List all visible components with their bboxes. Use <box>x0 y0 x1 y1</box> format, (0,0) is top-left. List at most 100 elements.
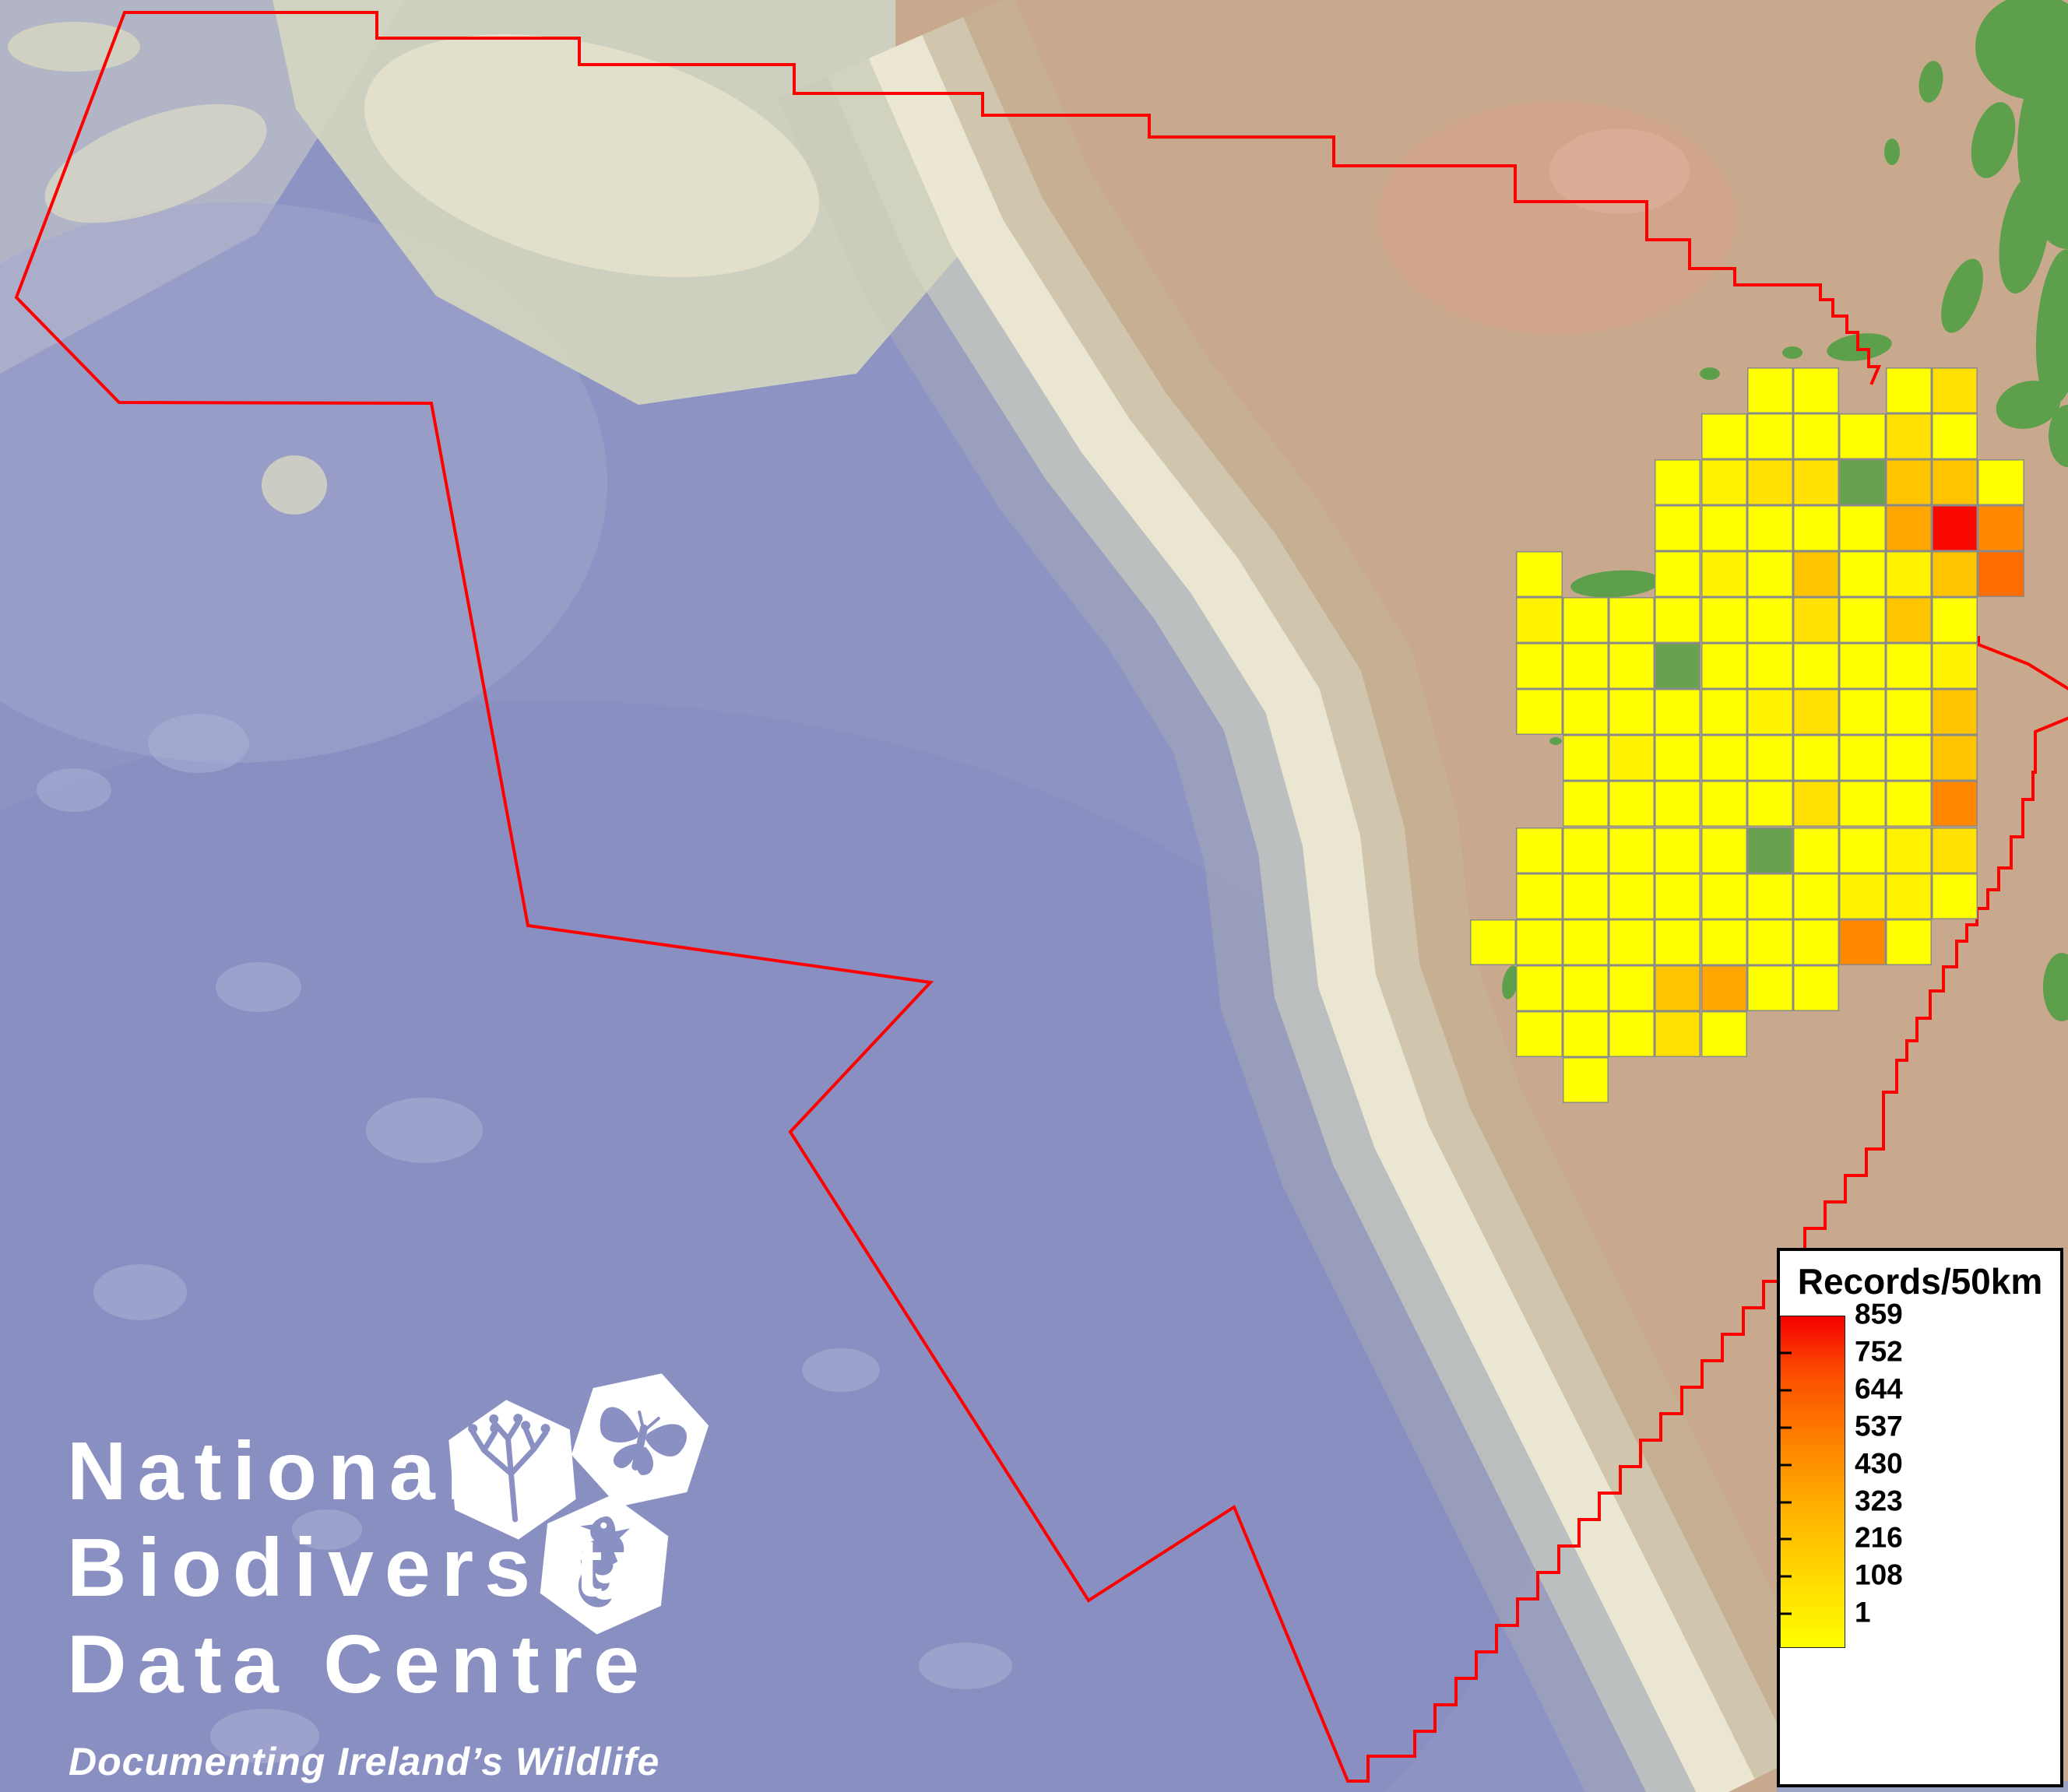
legend-value: 216 <box>1855 1521 1903 1554</box>
record-density-cell <box>1562 827 1609 873</box>
record-density-cell <box>1839 505 1886 552</box>
record-density-cell <box>1793 367 1840 414</box>
record-density-cell <box>1655 551 1701 598</box>
record-density-cell <box>1700 827 1747 873</box>
record-density-cell <box>1793 919 1840 965</box>
logo-line-2: Biodiversity <box>67 1522 670 1614</box>
record-density-cell <box>1516 919 1563 965</box>
record-density-cell <box>1746 689 1794 736</box>
record-density-cell <box>1700 459 1747 506</box>
record-density-cell <box>1932 459 1978 506</box>
record-density-cell <box>1516 1010 1563 1057</box>
record-density-cell <box>1700 689 1747 736</box>
record-density-cell <box>1608 597 1655 644</box>
legend-tick <box>1780 1575 1792 1578</box>
record-density-cell <box>1746 413 1794 460</box>
record-density-cell <box>1516 689 1563 736</box>
designated-area-boundary <box>14 11 2068 1783</box>
record-density-cell <box>1885 459 1932 506</box>
logo-tagline: Documenting Ireland’s Wildlife <box>69 1740 660 1783</box>
record-density-cell <box>1932 827 1978 873</box>
record-density-cell <box>1932 781 1978 827</box>
record-density-cell <box>1608 965 1655 1011</box>
record-density-cell <box>1700 919 1747 965</box>
record-density-cell <box>1932 367 1978 414</box>
legend-value: 752 <box>1855 1335 1903 1368</box>
land-gap-cell <box>1655 643 1701 690</box>
record-density-cell <box>1562 781 1609 827</box>
record-density-cell <box>1793 689 1840 736</box>
record-density-cell <box>1608 643 1655 690</box>
legend-value: 108 <box>1855 1558 1903 1591</box>
record-density-cell <box>1839 781 1886 827</box>
legend-tick <box>1780 1463 1792 1467</box>
record-density-cell <box>1932 551 1978 598</box>
legend-title: Records/50km <box>1797 1261 2043 1302</box>
record-density-cell <box>1655 965 1701 1011</box>
record-density-cell <box>1746 505 1794 552</box>
record-density-cell <box>1793 551 1840 598</box>
record-density-cell <box>1516 873 1563 919</box>
record-density-cell <box>1700 965 1747 1011</box>
legend-value: 644 <box>1855 1372 1903 1405</box>
record-density-cell <box>1885 689 1932 736</box>
logo-line-1: National <box>67 1425 480 1517</box>
record-density-cell <box>1793 873 1840 919</box>
record-density-cell <box>1746 781 1794 827</box>
record-density-cell <box>1516 597 1563 644</box>
record-density-cell <box>1839 413 1886 460</box>
legend-value: 1 <box>1855 1596 1871 1629</box>
record-density-cell <box>1655 827 1701 873</box>
record-density-cell <box>1562 1056 1609 1103</box>
legend-tick <box>1780 1351 1792 1355</box>
record-density-cell <box>1655 1010 1701 1057</box>
record-density-cell <box>1562 873 1609 919</box>
record-density-cell <box>1655 597 1701 644</box>
record-density-cell <box>1793 459 1840 506</box>
record-density-cell <box>1839 919 1886 965</box>
record-density-cell <box>1700 413 1747 460</box>
record-density-cell <box>1885 827 1932 873</box>
record-density-cell <box>1470 919 1517 965</box>
record-density-cell <box>1885 505 1932 552</box>
record-density-cell <box>1608 1010 1655 1057</box>
record-density-cell <box>1793 965 1840 1011</box>
record-density-cell <box>1932 735 1978 782</box>
record-density-cell <box>1608 873 1655 919</box>
logo-title: National Biodiversity Data Centre <box>67 1423 670 1713</box>
legend-value: 537 <box>1855 1410 1903 1442</box>
record-density-cell <box>1793 735 1840 782</box>
record-density-cell <box>1746 459 1794 506</box>
record-density-cell <box>1885 551 1932 598</box>
record-density-cell <box>1885 919 1932 965</box>
record-density-cell <box>1839 873 1886 919</box>
record-density-cell <box>1839 827 1886 873</box>
record-density-cell <box>1516 827 1563 873</box>
record-density-cell <box>1655 735 1701 782</box>
record-density-cell <box>1885 597 1932 644</box>
record-density-cell <box>1608 781 1655 827</box>
record-density-cell <box>1655 505 1701 552</box>
record-density-cell <box>1655 781 1701 827</box>
logo-line-3: Data Centre <box>67 1618 650 1710</box>
record-density-cell <box>1746 551 1794 598</box>
legend-labels: 859 752 644 537 430 323 216 108 1 <box>1780 1251 2060 1784</box>
legend-box: Records/50km 859 752 644 537 430 323 216 108 1 <box>1777 1248 2063 1787</box>
record-density-cell <box>1562 965 1609 1011</box>
record-density-cell <box>1885 367 1932 414</box>
record-density-cell <box>1932 689 1978 736</box>
record-density-cell <box>1655 873 1701 919</box>
record-density-cell <box>1978 459 2024 506</box>
record-density-cell <box>1885 873 1932 919</box>
record-density-cell <box>1700 505 1747 552</box>
land-gap-cell <box>1839 459 1886 506</box>
record-density-cell <box>1608 919 1655 965</box>
record-density-cell <box>1885 781 1932 827</box>
legend-tick <box>1780 1501 1792 1503</box>
record-density-cell <box>1793 505 1840 552</box>
record-density-cell <box>1839 689 1886 736</box>
record-density-cell <box>1562 919 1609 965</box>
record-density-cell <box>1746 873 1794 919</box>
plant-icon <box>448 1400 576 1540</box>
